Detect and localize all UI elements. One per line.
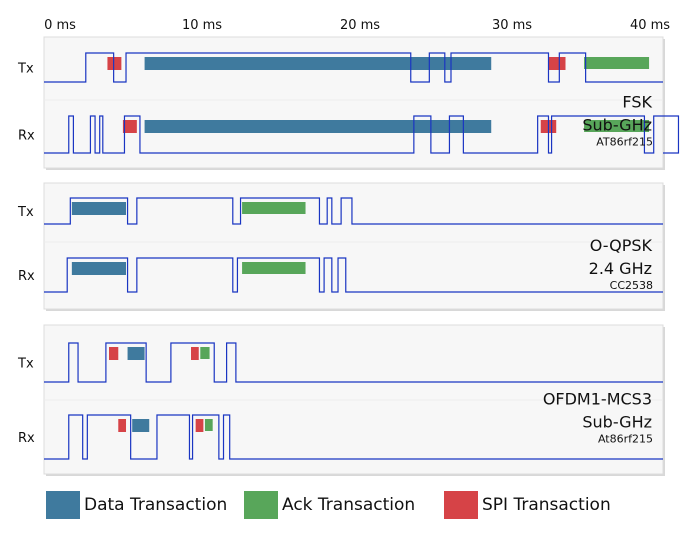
spi-transaction-block [122, 120, 137, 133]
row-tx: Tx [17, 197, 663, 225]
legend: Data Transaction Ack Transaction SPI Tra… [0, 488, 687, 524]
spi-transaction-block [118, 419, 127, 432]
ack-transaction-block [200, 347, 210, 359]
band-name: Sub-GHz [582, 413, 652, 432]
legend-swatch-ack [244, 491, 278, 519]
signal-trace [44, 115, 680, 154]
legend-swatch-data [46, 491, 80, 519]
chip-name: CC2538 [610, 279, 653, 292]
signal-trace [44, 257, 663, 293]
legend-item-spi: SPI Transaction [444, 488, 611, 522]
chip-name: At86rf215 [598, 433, 653, 446]
legend-item-ack: Ack Transaction [244, 488, 415, 522]
row-tx: Tx [17, 52, 663, 83]
axis-tick-label: 0 ms [44, 18, 76, 33]
modulation-name: OFDM1-MCS3 [543, 390, 652, 409]
legend-label-data: Data Transaction [84, 495, 228, 515]
row-label: Tx [17, 62, 34, 77]
row-tx: Tx [17, 342, 663, 383]
signal-trace [44, 197, 663, 225]
spi-transaction-block [107, 57, 122, 70]
panel-background [43, 182, 664, 310]
row-label: Tx [17, 357, 34, 372]
signal-trace [44, 414, 663, 460]
legend-item-data: Data Transaction [46, 488, 227, 522]
signal-trace [44, 52, 663, 83]
modulation-name: O-QPSK [590, 236, 653, 255]
signal-trace [44, 342, 663, 383]
data-transaction-block [144, 120, 492, 133]
spi-transaction-block [191, 347, 199, 360]
spi-transaction-block [195, 419, 204, 432]
data-transaction-block [132, 419, 150, 432]
axis-tick-label: 10 ms [182, 18, 222, 33]
ack-transaction-block [584, 120, 650, 132]
panel-background [43, 36, 664, 169]
ack-transaction-block [584, 57, 650, 69]
row-rx: Rx [18, 257, 663, 293]
ack-transaction-block [204, 419, 213, 431]
row-label: Rx [18, 431, 35, 446]
row-label: Tx [17, 205, 34, 220]
ack-transaction-block [242, 262, 306, 274]
spi-transaction-block [108, 347, 119, 360]
row-label: Rx [18, 269, 35, 284]
axis-tick-label: 20 ms [340, 18, 380, 33]
time-axis: 0 ms 10 ms 20 ms 30 ms 40 ms [44, 18, 670, 33]
data-transaction-block [71, 202, 127, 215]
axis-tick-label: 30 ms [492, 18, 532, 33]
band-name: 2.4 GHz [589, 259, 652, 278]
modulation-name: FSK [622, 93, 652, 112]
data-transaction-block [71, 262, 127, 275]
row-rx: Rx [18, 115, 680, 154]
row-label: Rx [18, 129, 35, 144]
timing-diagram: 0 ms 10 ms 20 ms 30 ms 40 ms TxRxFSKSub-GHzA… [17, 18, 680, 476]
row-rx: Rx [18, 414, 663, 460]
spi-transaction-block [548, 57, 566, 70]
data-transaction-block [144, 57, 492, 70]
legend-label-spi: SPI Transaction [482, 495, 611, 515]
data-transaction-block [127, 347, 145, 360]
axis-tick-label: 40 ms [630, 18, 670, 33]
band-name: Sub-GHz [582, 116, 652, 135]
legend-swatch-spi [444, 491, 478, 519]
ack-transaction-block [242, 202, 306, 214]
legend-label-ack: Ack Transaction [282, 495, 416, 515]
chip-name: AT86rf215 [596, 136, 653, 149]
